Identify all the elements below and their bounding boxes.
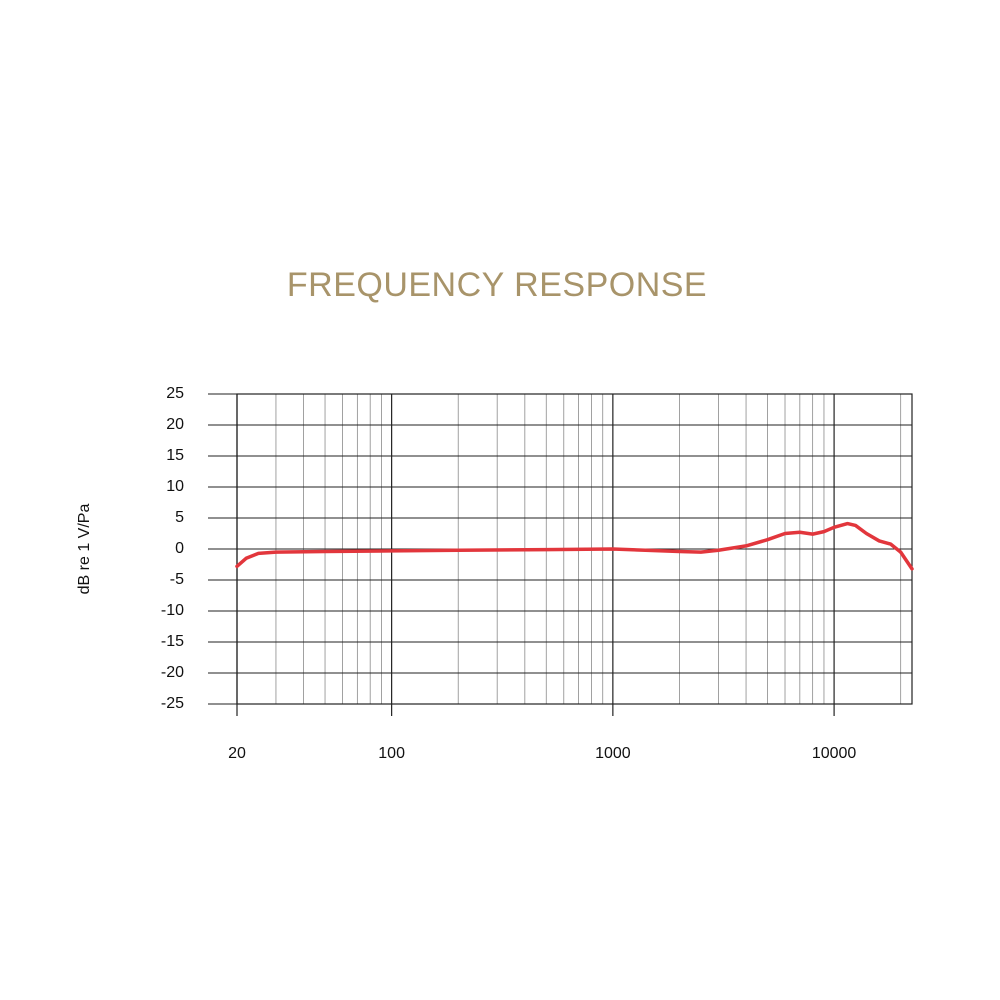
x-tick-label: 100	[378, 745, 405, 762]
chart-title: FREQUENCY RESPONSE	[287, 266, 707, 304]
y-tick-label: -10	[161, 602, 184, 619]
y-tick-label: 10	[166, 478, 184, 495]
y-tick-label: -25	[161, 695, 184, 712]
x-tick-label: 20	[228, 745, 246, 762]
y-tick-label: -20	[161, 664, 184, 681]
plot-border	[236, 393, 913, 705]
y-tick-label: 5	[175, 509, 184, 526]
x-tick-label: 1000	[595, 745, 631, 762]
y-tick-label: 25	[166, 385, 184, 402]
y-tick-label: 20	[166, 416, 184, 433]
y-tick-label: 15	[166, 447, 184, 464]
response-line	[235, 521, 914, 571]
y-tick-label: 0	[175, 540, 184, 557]
y-axis-label: dB re 1 V/Pa	[76, 504, 93, 595]
y-tick-label: -5	[170, 571, 184, 588]
y-tick-label: -15	[161, 633, 184, 650]
x-tick-label: 10000	[812, 745, 857, 762]
